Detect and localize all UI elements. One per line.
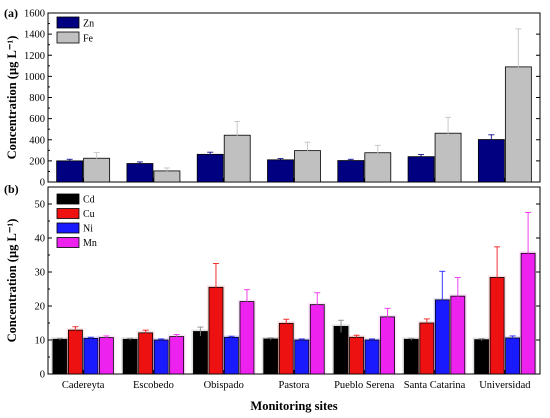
bar-mn (98, 337, 114, 375)
x-tick-label: Universidad (479, 380, 531, 391)
legend-swatch-fe (56, 31, 80, 44)
y-tick-label: 600 (29, 114, 45, 125)
bar-cd (474, 339, 490, 375)
legend-label-ni: Ni (83, 224, 93, 235)
x-tick-label: Pueblo Serena (334, 380, 395, 391)
bar-cu (138, 332, 154, 375)
x-tick-label: Pastora (279, 380, 310, 391)
y-tick-label: 0 (40, 178, 45, 189)
bar-cd (403, 338, 419, 375)
bar-cu (67, 329, 83, 375)
legend-swatch-cd (56, 193, 80, 205)
legend-swatch-cu (56, 208, 80, 219)
bar-cd (52, 338, 68, 375)
y-tick-label: 400 (29, 135, 45, 146)
legend-label-fe: Fe (83, 34, 94, 45)
y-tick-label: 800 (29, 93, 45, 104)
legend-swatch-ni (56, 222, 80, 234)
plot-frame (47, 12, 541, 183)
y-tick-label: 1000 (24, 72, 45, 83)
y-tick-label: 50 (35, 200, 46, 211)
legend-label-mn: Mn (83, 238, 97, 249)
bar-mn (380, 316, 395, 375)
bar-ni (364, 339, 380, 375)
legend-label-cu: Cu (83, 209, 95, 220)
bar-ni (505, 337, 521, 375)
legend-label-cd: Cd (83, 195, 95, 206)
y-tick-label: 40 (35, 234, 46, 245)
y-tick-label: 30 (35, 268, 46, 279)
bar-cu (349, 336, 364, 375)
y-tick-label: 20 (35, 302, 46, 313)
x-tick-label: Santa Catarina (404, 380, 466, 391)
y-tick-label: 1600 (24, 9, 45, 20)
y-tick-label: 1400 (24, 30, 45, 41)
bar-zn (126, 163, 154, 183)
bar-ni (224, 336, 239, 375)
bar-zn (267, 159, 294, 183)
y-tick-label: 0 (40, 370, 45, 381)
legend-swatch-mn (56, 237, 80, 248)
bar-cd (122, 338, 138, 375)
x-tick-label: Obispado (204, 380, 244, 391)
legend-swatch-zn (56, 16, 80, 29)
bar-cd (263, 338, 279, 375)
panel-b: 0 10 20 30 40 50 Cadereyta Escobedo Obispado Past… (4, 182, 541, 413)
legend: Zn Fe (56, 16, 94, 45)
y-tick-label: 200 (29, 156, 45, 167)
bar-mn (169, 336, 185, 375)
panel-a: 0 200 400 600 800 1000 1200 1400 1600 (a) Zn Fe Conc… (4, 6, 541, 189)
x-axis-label: Monitoring sites (250, 399, 337, 413)
bar-ni (83, 337, 99, 375)
y-tick-label: 10 (35, 336, 46, 347)
bar-zn (407, 156, 435, 183)
y-axis-label: Concentration (µg L⁻¹) (5, 36, 19, 160)
bar-cd (193, 331, 208, 375)
bar-zn (337, 160, 365, 183)
bar-ni (294, 339, 310, 375)
bar-cu (278, 322, 294, 375)
panel-label: (b) (4, 182, 19, 196)
x-tick-label: Escobedo (133, 380, 174, 391)
bar-cd (333, 325, 349, 375)
panel-label: (a) (4, 6, 18, 20)
bar-zn (56, 160, 84, 183)
legend-label-zn: Zn (83, 19, 94, 30)
y-axis-label: Concentration (µg L⁻¹) (5, 219, 19, 343)
bar-ni (153, 339, 169, 375)
bar-cu (419, 322, 435, 375)
bar-zn (477, 139, 505, 183)
x-tick-label: Cadereyta (62, 380, 105, 391)
y-tick-label: 1200 (24, 51, 45, 62)
bar-zn (196, 153, 224, 183)
legend: Cd Cu Ni Mn (56, 193, 97, 249)
